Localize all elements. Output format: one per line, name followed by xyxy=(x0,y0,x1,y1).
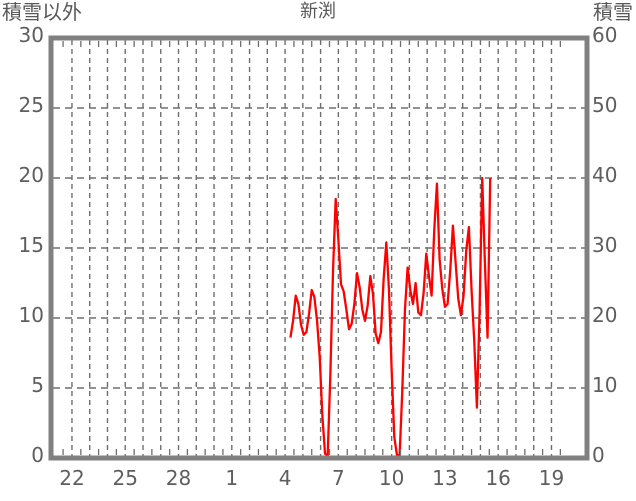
ytick-label-left: 25 xyxy=(18,93,44,117)
ytick-label-right: 50 xyxy=(592,93,618,117)
ytick-label-left: 0 xyxy=(31,443,44,467)
xtick-label: 28 xyxy=(165,466,192,490)
ytick-label-left: 30 xyxy=(18,23,44,47)
plot-frame xyxy=(48,35,590,461)
chart-title: 新渕 xyxy=(300,1,336,22)
xtick-label: 1 xyxy=(225,466,239,490)
xtick-label: 19 xyxy=(538,466,565,490)
ytick-label-left: 5 xyxy=(31,373,44,397)
ytick-label-right: 10 xyxy=(592,373,618,397)
tickmark-layer xyxy=(62,41,562,455)
ytick-label-left: 15 xyxy=(18,233,44,257)
xtick-label: 4 xyxy=(278,466,292,490)
xtick-label: 22 xyxy=(59,466,85,490)
ytick-label-right: 20 xyxy=(592,303,618,327)
ytick-label-right: 0 xyxy=(592,443,605,467)
right-axis-title: 積雪 xyxy=(593,0,633,24)
series-line-precipitation xyxy=(289,176,492,457)
ytick-label-left: 20 xyxy=(18,163,44,187)
ytick-label-right: 60 xyxy=(592,23,618,47)
xtick-label: 10 xyxy=(378,466,405,490)
xtick-label: 16 xyxy=(485,466,511,490)
left-axis-title: 積雪以外 xyxy=(2,0,82,24)
xtick-label: 7 xyxy=(331,466,345,490)
grid-layer xyxy=(53,40,585,456)
ytick-label-left: 10 xyxy=(18,303,44,327)
ytick-label-right: 30 xyxy=(592,233,618,257)
ytick-label-right: 40 xyxy=(592,163,618,187)
xtick-label: 13 xyxy=(432,466,458,490)
xtick-label: 25 xyxy=(112,466,138,490)
